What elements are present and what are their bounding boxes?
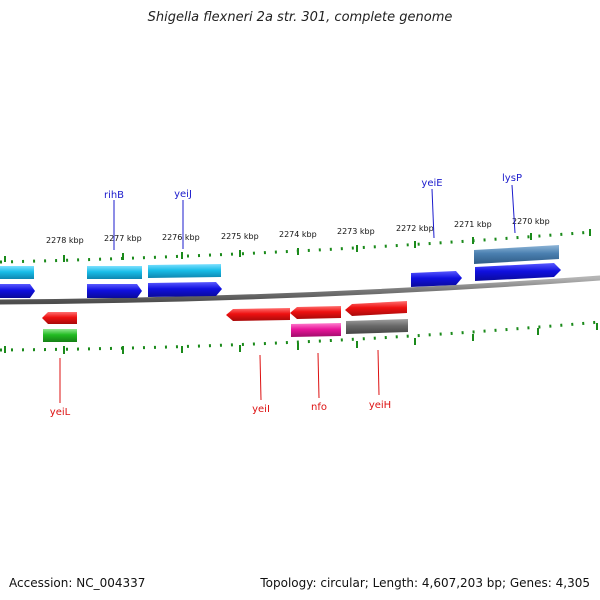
cds-arrow-forward[interactable] (411, 271, 462, 287)
gene-label-lysP[interactable]: lysP (502, 173, 522, 184)
genome-summary-text: Topology: circular; Length: 4,607,203 bp… (260, 576, 590, 590)
genome-title: Shigella flexneri 2a str. 301, complete … (147, 10, 453, 25)
tick-label-2277: 2277 kbp (104, 234, 142, 243)
cds-arrow-forward[interactable] (87, 284, 142, 298)
tick-label-2274: 2274 kbp (279, 230, 317, 239)
gene-box-forward[interactable] (148, 264, 221, 278)
cds-arrow-forward[interactable] (0, 284, 35, 298)
gene-label-rihB[interactable]: rihB (104, 190, 124, 201)
cds-arrow-reverse[interactable] (290, 306, 341, 319)
tick-label-2275: 2275 kbp (221, 232, 259, 241)
tick-label-2270: 2270 kbp (512, 217, 550, 226)
cds-arrow-reverse[interactable] (345, 301, 407, 316)
gene-label-yeiE[interactable]: yeiE (421, 178, 442, 189)
gene-label-yeiJ[interactable]: yeiJ (174, 189, 192, 200)
gene-label-yeiI[interactable]: yeiI (252, 404, 270, 415)
forward-cds-track (0, 263, 561, 298)
cds-arrow-reverse[interactable] (226, 308, 290, 321)
gene-box-reverse[interactable] (43, 329, 77, 342)
gene-label-yeiH[interactable]: yeiH (369, 400, 391, 411)
genome-backbone (0, 275, 600, 305)
upper-major-ticks (4, 229, 591, 262)
cds-arrow-forward[interactable] (475, 263, 561, 281)
reverse-gene-track (43, 319, 408, 342)
gene-label-yeiL[interactable]: yeiL (50, 407, 71, 418)
accession-text: Accession: NC_004337 (9, 576, 146, 590)
gene-label-nfo[interactable]: nfo (311, 402, 327, 413)
gene-box-forward[interactable] (0, 266, 34, 279)
forward-gene-track (0, 245, 559, 279)
gene-box-forward[interactable] (87, 266, 142, 279)
tick-label-2276: 2276 kbp (162, 233, 200, 242)
gene-box-reverse[interactable] (346, 319, 408, 334)
forward-label-leaders (113, 184, 516, 250)
cds-arrow-forward[interactable] (148, 282, 222, 297)
tick-label-2278: 2278 kbp (46, 236, 84, 245)
tick-label-2272: 2272 kbp (396, 224, 434, 233)
reverse-cds-track (42, 301, 407, 324)
tick-label-2273: 2273 kbp (337, 227, 375, 236)
tick-label-2271: 2271 kbp (454, 220, 492, 229)
reverse-label-leaders (59, 349, 380, 403)
gene-box-reverse[interactable] (291, 323, 341, 337)
gene-box-forward[interactable] (474, 245, 559, 264)
cds-arrow-reverse[interactable] (42, 312, 77, 324)
lower-major-ticks (4, 323, 598, 354)
